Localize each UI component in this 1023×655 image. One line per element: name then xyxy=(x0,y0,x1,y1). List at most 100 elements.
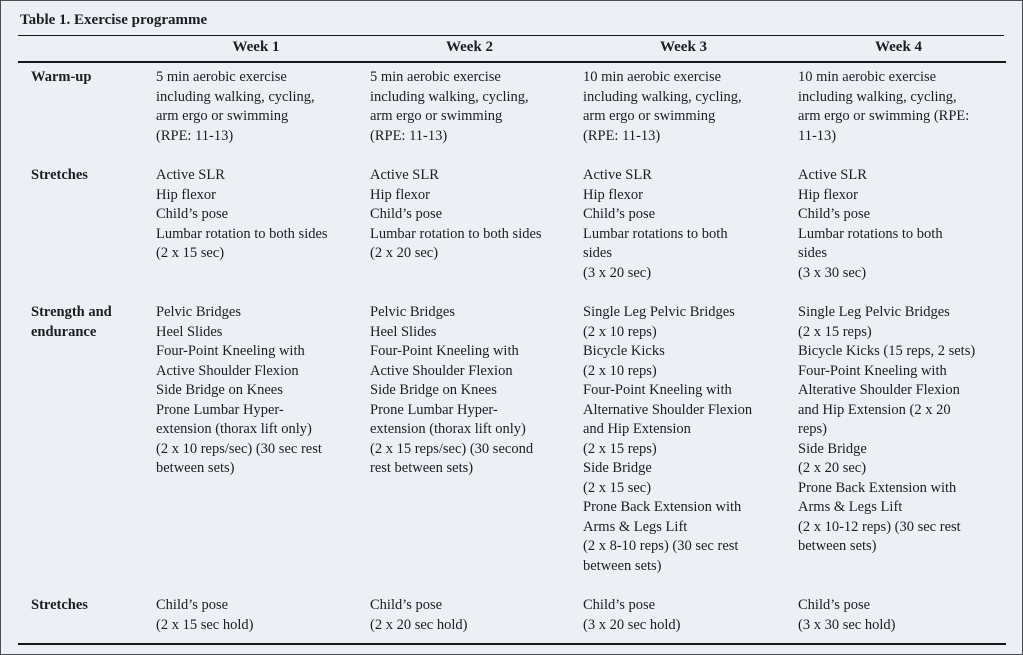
row-label-line: Warm-up xyxy=(31,69,92,85)
exercise-cell-week-2: Child’s pose (2 x 20 sec hold) xyxy=(363,591,576,645)
row-label-line: Stretches xyxy=(31,167,88,183)
cell-line: 5 min aerobic exercise xyxy=(370,69,501,85)
cell-line: Alterative Shoulder Flexion xyxy=(798,382,960,398)
cell-line: and Hip Extension xyxy=(583,421,691,437)
cell-line: (2 x 15 sec) xyxy=(156,245,225,261)
cell-line: extension (thorax lift only) xyxy=(370,421,526,437)
cell-line: Bicycle Kicks (15 reps, 2 sets) xyxy=(798,343,976,359)
row-label: Stretches xyxy=(18,591,149,645)
header-row: Week 1 Week 2 Week 3 Week 4 xyxy=(18,36,1006,63)
cell-line: Hip flexor xyxy=(798,186,858,203)
table-row: Stretches Active SLR Hip flexor Child’s pos… xyxy=(18,161,1006,298)
cell-line: Arms & Legs Lift xyxy=(798,499,903,515)
row-label-line: endurance xyxy=(31,323,97,340)
cell-line: Lumbar rotations to both xyxy=(798,225,943,242)
row-label-line: Stretches xyxy=(31,597,88,613)
cell-line: Four-Point Kneeling with xyxy=(370,343,519,359)
table-row: Warm-up 5 min aerobic exercise including w… xyxy=(18,62,1006,161)
cell-line: (2 x 15 sec) xyxy=(583,479,652,496)
cell-line: (3 x 30 sec hold) xyxy=(798,616,896,633)
cell-line: including walking, cycling, xyxy=(798,88,957,105)
cell-line: (2 x 15 sec hold) xyxy=(156,616,254,633)
cell-line: and Hip Extension (2 x 20 xyxy=(798,401,951,418)
cell-line: Side Bridge on Knees xyxy=(156,382,283,398)
cell-line: Active SLR xyxy=(798,167,867,183)
cell-line: (2 x 10 reps) xyxy=(583,323,657,340)
cell-line: (2 x 10-12 reps) (30 sec rest xyxy=(798,518,961,535)
cell-line: Prone Back Extension with xyxy=(798,479,957,496)
table-caption: Table 1. Exercise programme xyxy=(18,9,1004,36)
cell-line: Heel Slides xyxy=(370,323,437,340)
cell-line: (2 x 10 reps/sec) (30 sec rest xyxy=(156,440,322,457)
exercise-cell-week-2: Pelvic Bridges Heel Slides Four-Point Knee… xyxy=(363,298,576,591)
cell-line: between sets) xyxy=(583,557,662,574)
cell-line: (2 x 8-10 reps) (30 sec rest xyxy=(583,538,739,554)
cell-line: Pelvic Bridges xyxy=(156,304,241,320)
cell-line: Lumbar rotations to both xyxy=(583,225,728,242)
row-label-line: Strength and xyxy=(31,304,112,320)
cell-line: Child’s pose xyxy=(156,206,229,222)
cell-line: sides xyxy=(583,245,612,261)
cell-line: arm ergo or swimming (RPE: xyxy=(798,108,970,124)
header-cell-empty xyxy=(18,36,149,63)
cell-line: (2 x 10 reps) xyxy=(583,362,657,379)
cell-line: (2 x 20 sec) xyxy=(370,245,439,261)
header-cell-week-3: Week 3 xyxy=(576,36,791,63)
cell-line: Active SLR xyxy=(370,167,439,183)
cell-line: Lumbar rotation to both sides xyxy=(156,225,328,242)
exercise-cell-week-1: Child’s pose (2 x 15 sec hold) xyxy=(149,591,363,645)
cell-line: Side Bridge xyxy=(583,460,652,476)
cell-line: (RPE: 11-13) xyxy=(370,127,448,144)
cell-line: Four-Point Kneeling with xyxy=(583,382,732,398)
cell-line: Active Shoulder Flexion xyxy=(156,362,299,379)
cell-line: reps) xyxy=(798,421,827,437)
cell-line: between sets) xyxy=(798,538,877,554)
cell-line: Child’s pose xyxy=(370,206,443,222)
row-label: Stretches xyxy=(18,161,149,298)
cell-line: Four-Point Kneeling with xyxy=(156,343,305,359)
exercise-cell-week-4: Single Leg Pelvic Bridges (2 x 15 reps) Bi… xyxy=(791,298,1006,591)
cell-line: (RPE: 11-13) xyxy=(583,127,661,144)
cell-line: Active Shoulder Flexion xyxy=(370,362,513,379)
cell-line: (2 x 15 reps/sec) (30 second xyxy=(370,440,534,457)
header-cell-week-2: Week 2 xyxy=(363,36,576,63)
cell-line: Alternative Shoulder Flexion xyxy=(583,401,753,418)
exercise-cell-week-3: Child’s pose (3 x 20 sec hold) xyxy=(576,591,791,645)
row-label: Warm-up xyxy=(18,62,149,161)
cell-line: 10 min aerobic exercise xyxy=(798,69,937,85)
cell-line: Child’s pose xyxy=(583,206,656,222)
exercise-cell-week-1: Pelvic Bridges Heel Slides Four-Point Knee… xyxy=(149,298,363,591)
cell-line: 11-13) xyxy=(798,127,837,144)
cell-line: (2 x 15 reps) xyxy=(798,323,872,340)
cell-line: Child’s pose xyxy=(156,597,229,613)
cell-line: sides xyxy=(798,245,827,261)
exercise-programme-table: Week 1 Week 2 Week 3 Week 4 Warm-up 5 min ae… xyxy=(18,36,1006,645)
cell-line: arm ergo or swimming xyxy=(583,108,716,124)
cell-line: (2 x 20 sec) xyxy=(798,460,867,476)
cell-line: Bicycle Kicks xyxy=(583,343,665,359)
cell-line: Prone Lumbar Hyper- xyxy=(370,401,498,418)
cell-line: (2 x 20 sec hold) xyxy=(370,616,468,633)
cell-line: including walking, cycling, xyxy=(370,88,529,105)
exercise-cell-week-2: Active SLR Hip flexor Child’s pose Lumbar r… xyxy=(363,161,576,298)
cell-line: Active SLR xyxy=(156,167,225,183)
cell-line: Child’s pose xyxy=(370,597,443,613)
cell-line: extension (thorax lift only) xyxy=(156,421,312,437)
cell-line: Side Bridge xyxy=(798,440,867,457)
exercise-cell-week-4: 10 min aerobic exercise including walking… xyxy=(791,62,1006,161)
cell-line: Arms & Legs Lift xyxy=(583,518,688,535)
cell-line: Hip flexor xyxy=(156,186,216,203)
cell-line: Hip flexor xyxy=(370,186,430,203)
table-row: Stretches Child’s pose (2 x 15 sec hold) Ch… xyxy=(18,591,1006,645)
row-label: Strength and endurance xyxy=(18,298,149,591)
cell-line: between sets) xyxy=(156,460,235,476)
cell-line: arm ergo or swimming xyxy=(370,108,503,124)
header-cell-week-4: Week 4 xyxy=(791,36,1006,63)
exercise-cell-week-4: Active SLR Hip flexor Child’s pose Lumbar r… xyxy=(791,161,1006,298)
exercise-cell-week-1: 5 min aerobic exercise including walking,… xyxy=(149,62,363,161)
exercise-cell-week-4: Child’s pose (3 x 30 sec hold) xyxy=(791,591,1006,645)
cell-line: (3 x 20 sec) xyxy=(583,264,652,281)
exercise-cell-week-3: Active SLR Hip flexor Child’s pose Lumbar r… xyxy=(576,161,791,298)
cell-line: Side Bridge on Knees xyxy=(370,382,497,398)
